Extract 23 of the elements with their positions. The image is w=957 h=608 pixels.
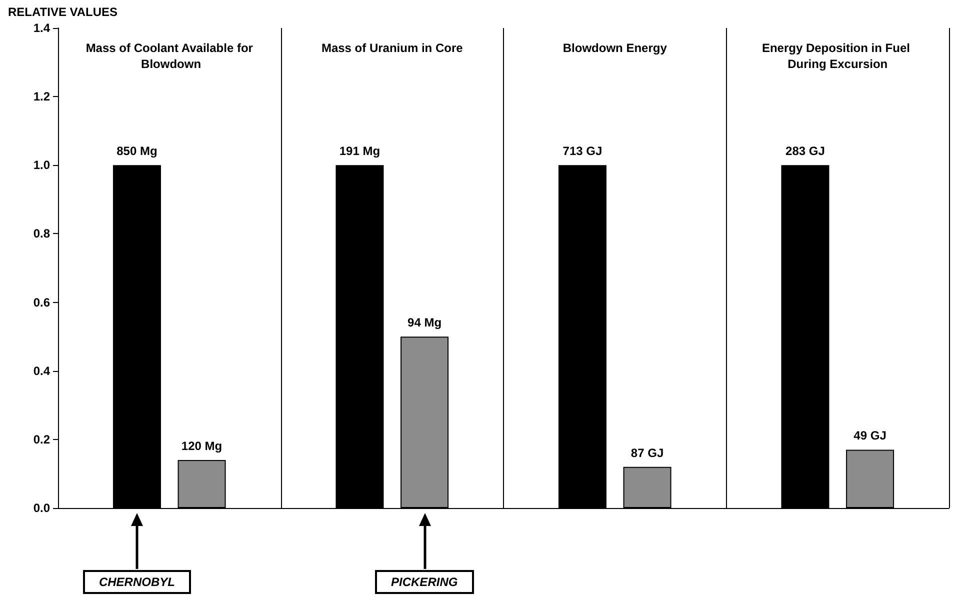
y-tick-label: 1.2 xyxy=(33,90,50,104)
annotation: 191 Mg xyxy=(339,144,380,158)
y-tick-label: 0.4 xyxy=(33,364,50,378)
annotation: 120 Mg xyxy=(181,439,222,453)
x-tick-label: Mass of Uranium in Core xyxy=(321,41,464,55)
y-tick-label: 0.8 xyxy=(33,226,50,241)
y-tick-label: 1.0 xyxy=(33,158,50,172)
x-tick-label: Energy Deposition in Fuel During Excursion xyxy=(762,41,914,71)
y-tick-label: 0.6 xyxy=(33,295,50,310)
y-tick-label: 0.2 xyxy=(33,432,50,446)
text: CHERNOBYL xyxy=(82,570,191,594)
annotation: 283 GJ xyxy=(786,144,825,158)
y-axis-title: RELATIVE VALUES xyxy=(8,5,118,19)
y-tick-label: 0.0 xyxy=(33,501,50,515)
annotation: 94 Mg xyxy=(408,316,442,330)
annotation: 87 GJ xyxy=(630,446,664,460)
y-tick-label: 1.4 xyxy=(33,21,50,35)
x-tick-label: Mass of Coolant Available for Blowdown xyxy=(86,41,254,71)
annotation: 49 GJ xyxy=(854,428,886,443)
annotation: 850 Mg xyxy=(116,144,158,158)
text: PICKERING xyxy=(375,570,474,594)
x-tick-label: Blowdown Energy xyxy=(562,41,668,55)
annotation: 713 GJ xyxy=(562,144,602,158)
